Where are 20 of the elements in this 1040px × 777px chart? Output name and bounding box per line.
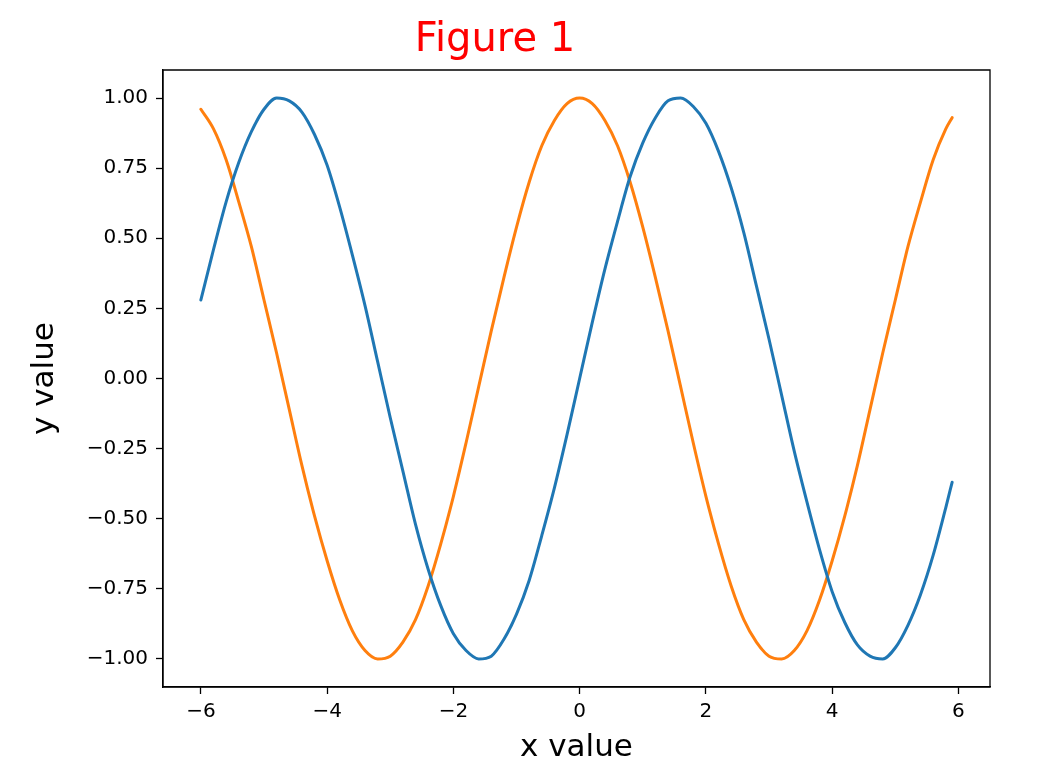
y-tick-label: −0.25: [86, 434, 148, 459]
line-series: [199, 96, 954, 661]
y-axis-title: y value: [23, 322, 60, 435]
x-tick-label: 0: [573, 698, 587, 723]
y-tick-label: 1.00: [103, 84, 148, 109]
y-tick-label: 0.75: [103, 154, 148, 179]
x-tick-label: 2: [699, 698, 713, 723]
y-tick-label: −0.50: [86, 504, 148, 529]
x-tick-label: −4: [312, 698, 342, 723]
x-tick-label: −2: [438, 698, 469, 723]
y-tick-label: 0.25: [103, 294, 148, 319]
y-tick-label: −0.75: [86, 575, 148, 600]
y-tick-label: 0.50: [103, 224, 148, 249]
y-tick-label: −1.00: [86, 645, 148, 670]
x-tick-label: 4: [825, 698, 839, 723]
y-tick-label: 0.00: [103, 364, 148, 389]
x-axis-title: x value: [520, 727, 633, 764]
x-tick-label: 6: [952, 698, 965, 723]
chart-title: Figure 1: [414, 14, 576, 61]
x-tick-label: −6: [186, 698, 216, 723]
